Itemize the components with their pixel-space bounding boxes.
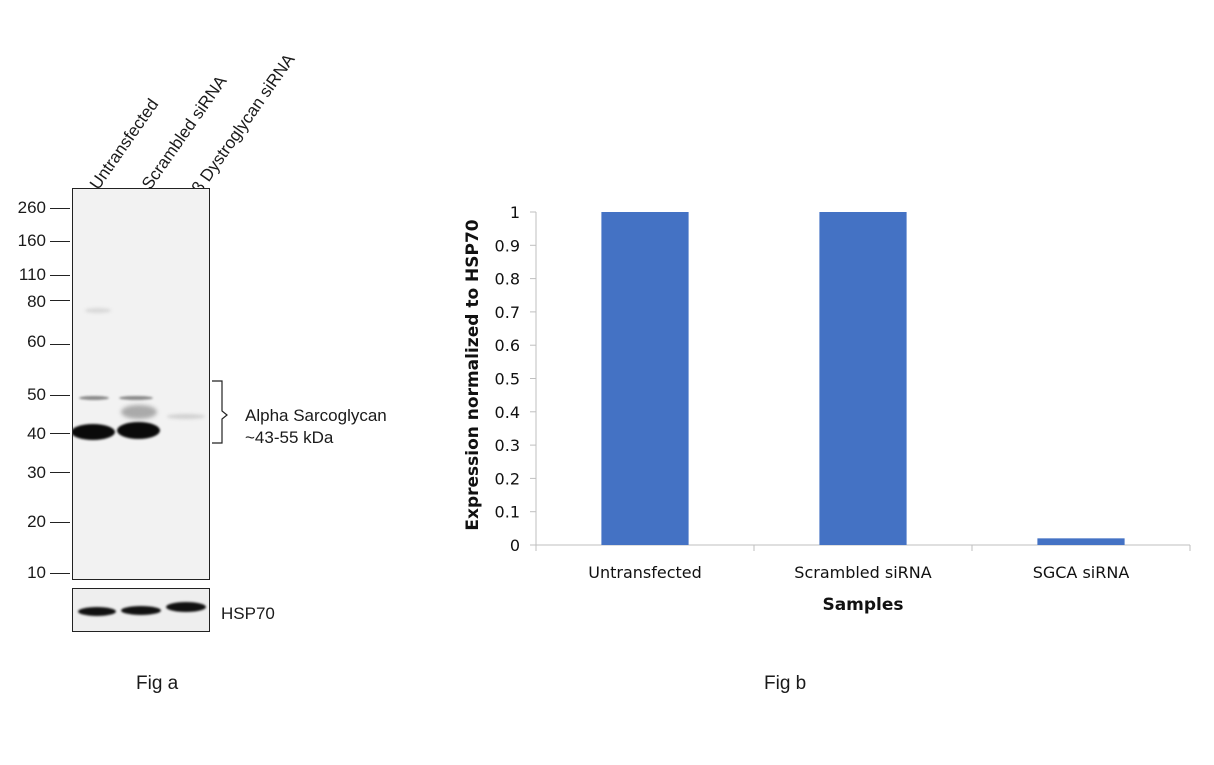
bar-series [601,212,1125,545]
band-hsp70-lane-1 [78,607,116,616]
bar [601,212,689,545]
mw-tick-20 [50,522,70,523]
y-tick-label: 0.8 [495,270,520,289]
band-trace-lane-3 [167,414,205,419]
y-tick-label: 0.3 [495,436,520,455]
y-tick-label: 0.5 [495,370,520,389]
y-tick-label: 0.4 [495,403,520,422]
band-hsp70-lane-2 [121,606,161,615]
mw-tick-60 [50,344,70,345]
band-faint-lane-1 [79,396,109,400]
annotation-protein-name: Alpha Sarcoglycan [245,406,387,425]
mw-tick-10 [50,573,70,574]
x-tick-label: Untransfected [588,563,702,582]
mw-label-110: 110 [18,265,46,284]
mw-tick-30 [50,472,70,473]
fig-b-caption: Fig b [764,673,807,694]
y-tick-label: 1 [510,203,520,222]
mw-label-10: 10 [27,563,46,582]
band-smear-lane-2 [121,405,157,419]
y-axis: 0 0.1 0.2 0.3 0.4 0.5 0.6 0.7 0.8 0.9 1 [495,203,537,555]
y-axis-title: Expression normalized to HSP70 [463,219,483,530]
x-tick-label: SGCA siRNA [1033,563,1130,582]
mw-tick-40 [50,433,70,434]
x-axis-title: Samples [822,595,903,615]
blot-hsp70-panel [72,588,210,632]
y-tick-label: 0 [510,536,520,555]
mw-label-80: 80 [27,292,46,311]
y-tick-label: 0.1 [495,503,520,522]
fig-a-caption: Fig a [136,673,179,694]
y-tick-label: 0.6 [495,336,520,355]
mw-tick-260 [50,208,70,209]
mw-label-40: 40 [27,424,46,443]
x-axis: Untransfected Scrambled siRNA SGCA siRNA [535,544,1191,582]
x-tick-label: Scrambled siRNA [794,563,931,582]
band-hsp70-lane-3 [166,602,206,612]
mw-label-20: 20 [27,512,46,531]
band-faint-high-lane-1 [85,308,111,313]
annotation-bracket [212,380,228,444]
loading-control-label: HSP70 [221,604,275,623]
bar [819,212,907,545]
bar [1037,538,1125,545]
y-tick-label: 0.9 [495,236,520,255]
mw-label-30: 30 [27,463,46,482]
y-tick-label: 0.7 [495,303,520,322]
mw-tick-110 [50,275,70,276]
mw-label-260: 260 [17,198,46,217]
mw-label-50: 50 [27,385,46,404]
band-faint-lane-2 [119,396,153,400]
mw-label-60: 60 [27,332,46,351]
mw-tick-50 [50,395,70,396]
y-tick-label: 0.2 [495,469,520,488]
band-main-lane-1 [73,424,115,440]
mw-tick-80 [50,300,70,301]
band-main-lane-2 [117,422,160,439]
blot-main-panel [72,188,210,580]
mw-tick-160 [50,241,70,242]
mw-label-160: 160 [17,231,46,250]
annotation-molecular-weight: ~43-55 kDa [245,428,334,447]
